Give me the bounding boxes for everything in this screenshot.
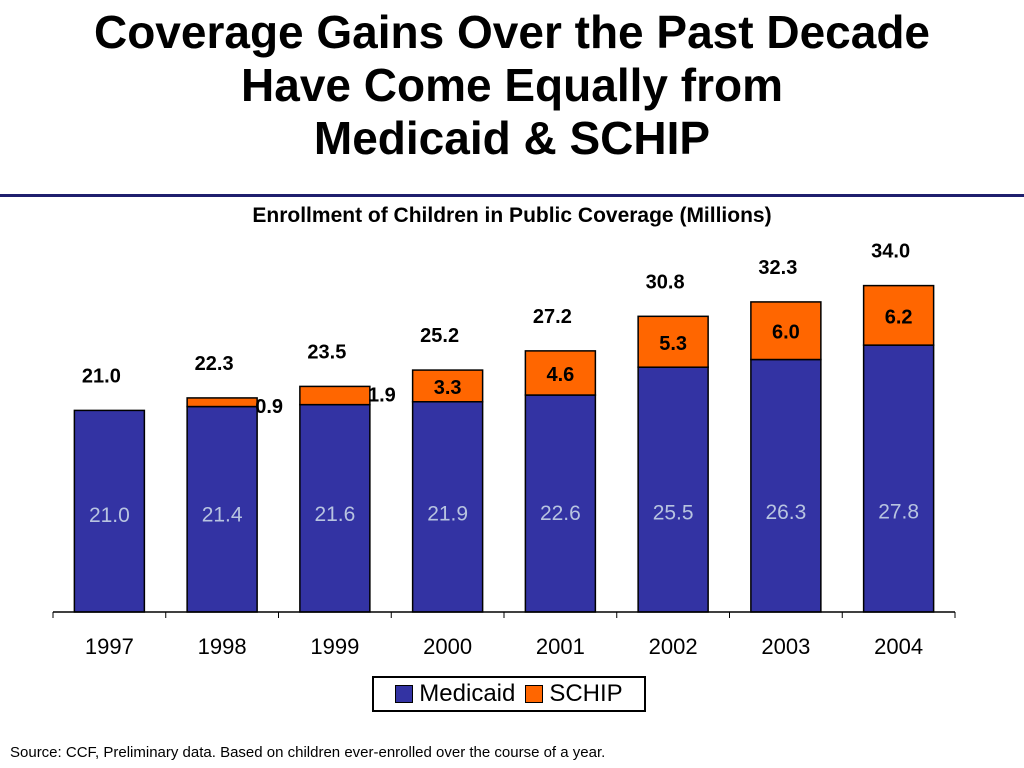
chart-legend: Medicaid SCHIP bbox=[372, 676, 646, 712]
label-medicaid-2004: 27.8 bbox=[878, 501, 919, 524]
slide-title: Coverage Gains Over the Past Decade Have… bbox=[0, 6, 1024, 165]
label-medicaid-2000: 21.9 bbox=[427, 503, 468, 526]
legend-swatch-schip bbox=[525, 685, 544, 703]
label-total-1998: 22.3 bbox=[195, 353, 234, 375]
bar-medicaid-2000 bbox=[411, 401, 484, 613]
tick-label-2001: 2001 bbox=[536, 634, 585, 659]
legend-label-medicaid: Medicaid bbox=[419, 680, 516, 707]
bar-schip-1998 bbox=[186, 397, 258, 408]
label-medicaid-1998: 21.4 bbox=[202, 504, 243, 527]
label-total-1999: 23.5 bbox=[307, 341, 346, 363]
label-medicaid-2002: 25.5 bbox=[653, 502, 694, 525]
legend-swatch-medicaid bbox=[395, 685, 414, 703]
label-medicaid-2003: 26.3 bbox=[765, 501, 806, 524]
chart-title: Enrollment of Children in Public Coverag… bbox=[252, 204, 772, 227]
bar-medicaid-2003 bbox=[750, 358, 822, 613]
title-line-3: Medicaid & SCHIP bbox=[313, 112, 711, 164]
label-schip-2001: 4.6 bbox=[546, 364, 574, 386]
label-medicaid-1997: 21.0 bbox=[89, 504, 130, 527]
bar-schip-2003 bbox=[750, 301, 822, 361]
label-schip-1998: 0.9 bbox=[255, 396, 283, 418]
label-schip-2004: 6.2 bbox=[885, 306, 913, 328]
label-schip-2000: 3.3 bbox=[434, 377, 462, 399]
label-total-2003: 32.3 bbox=[758, 257, 797, 279]
label-total-1997: 21.0 bbox=[82, 365, 121, 387]
label-schip-2002: 5.3 bbox=[659, 333, 687, 355]
label-total-2001: 27.2 bbox=[533, 306, 572, 328]
bar-medicaid-1997 bbox=[73, 409, 146, 613]
title-line-1: Coverage Gains Over the Past Decade bbox=[93, 6, 931, 58]
label-schip-2003: 6.0 bbox=[772, 322, 800, 344]
tick-label-2003: 2003 bbox=[761, 634, 810, 659]
bar-medicaid-1999 bbox=[299, 403, 371, 613]
bar-schip-2000 bbox=[411, 369, 484, 403]
title-line-2: Have Come Equally from bbox=[241, 59, 783, 111]
bar-medicaid-2002 bbox=[637, 366, 709, 613]
label-medicaid-2001: 22.6 bbox=[540, 502, 581, 525]
tick-label-2000: 2000 bbox=[423, 634, 472, 659]
bar-schip-2002 bbox=[637, 315, 709, 368]
legend-label-schip: SCHIP bbox=[549, 680, 623, 707]
label-total-2000: 25.2 bbox=[420, 325, 459, 347]
tick-label-1999: 1999 bbox=[310, 634, 359, 659]
tick-label-2002: 2002 bbox=[649, 634, 698, 659]
tick-label-2004: 2004 bbox=[874, 634, 923, 659]
tick-label-1998: 1998 bbox=[198, 634, 247, 659]
label-medicaid-1999: 21.6 bbox=[314, 503, 355, 526]
legend-item-medicaid: Medicaid bbox=[395, 680, 515, 708]
label-schip-1999: 1.9 bbox=[368, 384, 396, 406]
tick-label-1997: 1997 bbox=[85, 634, 134, 659]
title-divider bbox=[0, 194, 1024, 197]
source-note: Source: CCF, Preliminary data. Based on … bbox=[10, 744, 606, 761]
bar-schip-2004 bbox=[862, 284, 935, 346]
label-total-2002: 30.8 bbox=[646, 271, 685, 293]
bar-schip-2001 bbox=[524, 350, 597, 396]
bar-schip-1999 bbox=[299, 385, 371, 406]
label-total-2004: 34.0 bbox=[871, 241, 910, 263]
legend-item-schip: SCHIP bbox=[525, 680, 623, 708]
bar-medicaid-2004 bbox=[862, 344, 935, 613]
